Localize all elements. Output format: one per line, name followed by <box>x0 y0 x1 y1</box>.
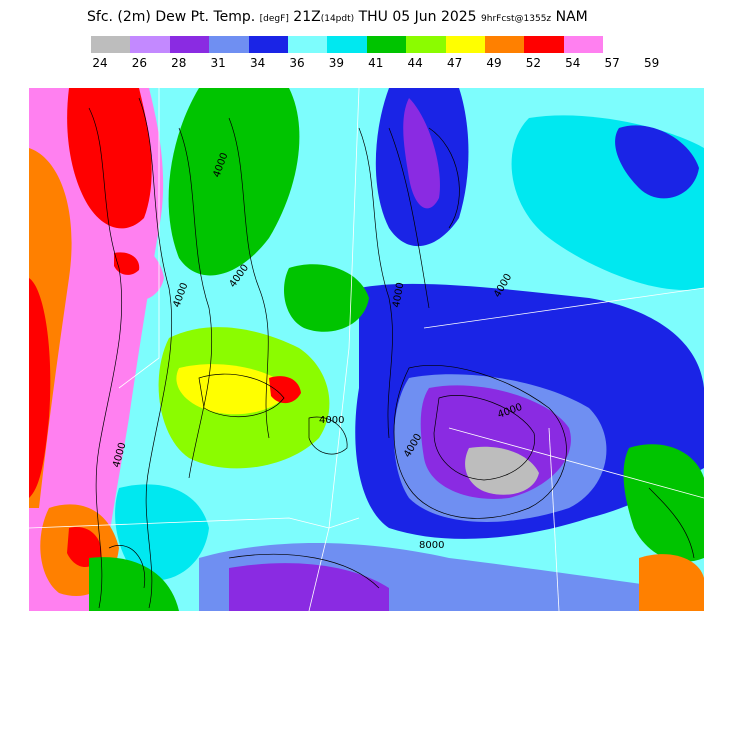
contour-line <box>88 107 123 609</box>
legend-swatch <box>91 36 131 53</box>
title-valid-time: 21Z <box>293 9 321 25</box>
legend-label: 59 <box>643 56 660 70</box>
legend-swatch <box>130 36 170 53</box>
contour-line <box>198 373 285 418</box>
legend-swatch <box>484 36 525 53</box>
region-sw-green <box>89 557 179 611</box>
legend-label: 26 <box>131 56 148 70</box>
legend-label: 34 <box>249 56 266 70</box>
chart-title: Sfc. (2m) Dew Pt. Temp. [degF] 21Z(14pdt… <box>87 9 588 25</box>
legend-swatch <box>209 36 249 53</box>
contour-label: 4000 <box>391 282 406 309</box>
contour-line <box>428 127 460 229</box>
legend-label: 44 <box>407 56 423 70</box>
region-ne-blue <box>615 125 699 199</box>
contour-line <box>388 127 430 309</box>
contour-line <box>393 365 567 519</box>
region-central-green <box>284 264 369 332</box>
legend-swatch <box>445 36 485 53</box>
title-forecast-info: 9hrFcst@1355z <box>481 14 552 24</box>
legend-label: 28 <box>171 56 187 70</box>
region-nw-green <box>168 88 300 276</box>
legend-swatch <box>169 36 210 53</box>
region-south-purple <box>229 563 389 611</box>
boundary-line <box>118 88 160 389</box>
contour-line <box>648 487 695 559</box>
contour-line <box>358 127 393 439</box>
contour-line <box>178 127 213 479</box>
boundary-line <box>29 517 360 529</box>
legend-label: 41 <box>368 56 384 70</box>
contour-label: 4000 <box>319 415 344 426</box>
region-north-purple <box>403 98 440 209</box>
color-legend <box>91 36 604 53</box>
legend-label: 31 <box>210 56 226 70</box>
legend-swatch <box>287 36 328 53</box>
color-legend-labels: 24 26 28 31 34 36 39 41 44 47 49 52 54 57 59 <box>80 56 680 72</box>
dew-point-map: 4000 4000 4000 4000 4000 4000 4000 4000 … <box>29 88 704 611</box>
contour-line <box>308 416 348 455</box>
region-west-red-spot <box>269 376 301 404</box>
title-prefix: Sfc. (2m) Dew Pt. Temp. <box>87 9 256 25</box>
contour-line <box>138 97 173 609</box>
contour-line <box>108 545 146 589</box>
legend-swatch <box>248 36 288 53</box>
legend-label: 47 <box>446 56 463 70</box>
title-date: THU 05 Jun 2025 <box>358 9 477 25</box>
boundary-line <box>423 287 704 329</box>
region-coast-red <box>29 278 51 498</box>
boundary-line <box>328 88 360 529</box>
region-red-spot <box>114 252 140 275</box>
legend-swatch <box>406 36 446 53</box>
boundary-line <box>548 427 560 611</box>
legend-label: 36 <box>289 56 305 70</box>
legend-label: 57 <box>604 56 620 70</box>
map-canvas: 4000 4000 4000 4000 4000 4000 4000 4000 … <box>29 88 704 611</box>
legend-label: 49 <box>486 56 502 70</box>
region-central-gray <box>465 446 539 495</box>
contour-label: 8000 <box>419 540 444 551</box>
terrain-contours <box>88 97 695 609</box>
title-model: NAM <box>555 9 588 25</box>
chart-header: Sfc. (2m) Dew Pt. Temp. [degF] 21Z(14pdt… <box>0 8 734 30</box>
title-unit: [degF] <box>259 14 289 24</box>
contour-line <box>433 395 535 481</box>
title-lead: (14pdt) <box>320 14 355 24</box>
contour-line <box>228 117 270 439</box>
legend-swatch <box>327 36 367 53</box>
legend-label: 24 <box>92 56 108 70</box>
legend-label: 52 <box>525 56 542 70</box>
legend-swatch <box>524 36 564 53</box>
boundary-line <box>308 527 330 611</box>
region-sw-red <box>67 527 102 568</box>
contour-line <box>228 553 380 589</box>
legend-swatch <box>366 36 407 53</box>
region-nw-red <box>67 88 152 229</box>
legend-label: 54 <box>565 56 581 70</box>
boundary-line <box>448 427 704 499</box>
state-boundaries <box>29 88 704 611</box>
legend-label: 39 <box>328 56 345 70</box>
legend-swatch <box>563 36 604 53</box>
region-se-orange <box>639 554 704 611</box>
